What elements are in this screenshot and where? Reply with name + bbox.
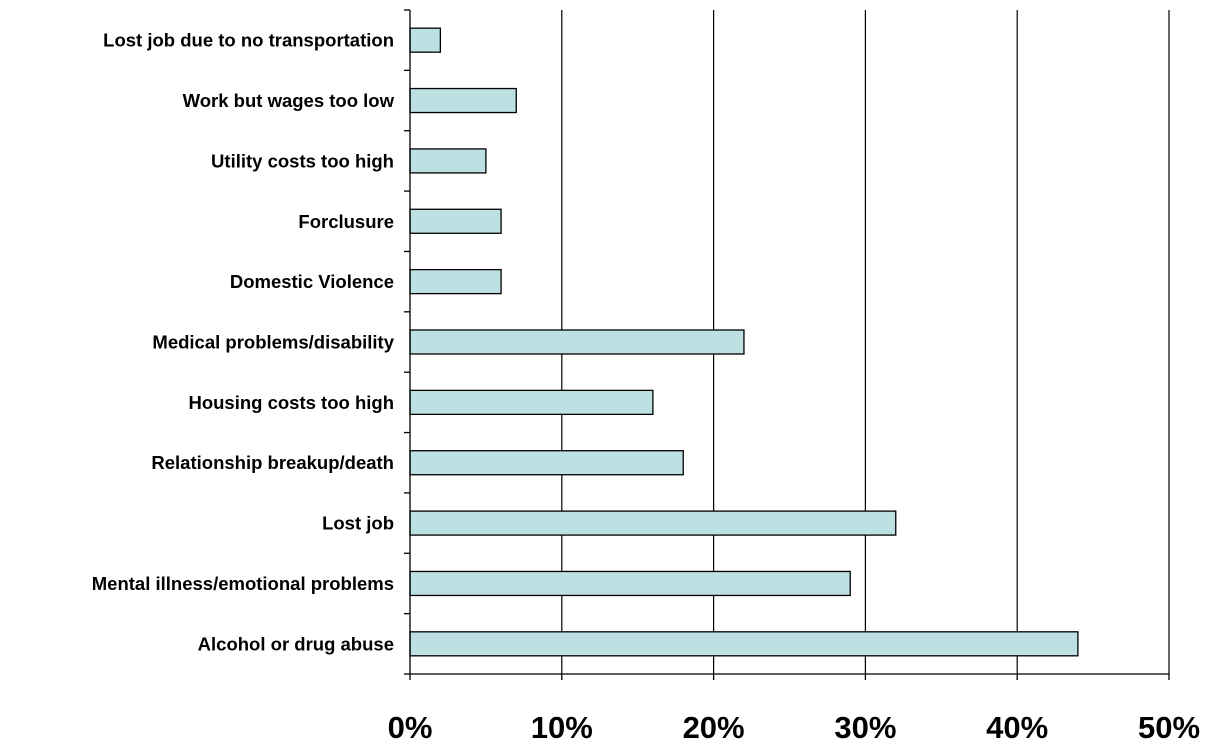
bar: [409, 570, 851, 597]
x-tick-label: 10%: [531, 710, 593, 745]
x-tick-label: 50%: [1138, 710, 1200, 745]
x-tick-label: 40%: [986, 710, 1048, 745]
x-tick-label: 20%: [683, 710, 745, 745]
category-label: Lost job due to no transportation: [103, 30, 394, 51]
category-label: Lost job: [322, 513, 394, 534]
bar: [409, 450, 684, 476]
bar: [409, 87, 517, 114]
category-label: Relationship breakup/death: [151, 452, 394, 473]
axes: [404, 9, 1170, 680]
category-label: Work but wages too low: [183, 90, 395, 111]
bar: [409, 268, 502, 295]
bar: [409, 389, 654, 416]
category-label: Alcohol or drug abuse: [198, 633, 394, 654]
x-tick-label: 30%: [834, 710, 896, 745]
bar: [409, 329, 745, 355]
bar: [409, 631, 1079, 657]
bars: [409, 27, 1079, 657]
bar: [409, 27, 442, 53]
x-tick-label: 0%: [388, 710, 433, 745]
category-label: Housing costs too high: [188, 392, 394, 413]
category-label: Forclusure: [298, 211, 394, 232]
x-tick-labels: 0% 10% 20% 30% 40% 50%: [388, 710, 1200, 745]
category-label: Medical problems/disability: [152, 332, 394, 353]
bar: [409, 510, 897, 536]
gridlines: [561, 10, 1170, 674]
category-label: Mental illness/emotional problems: [92, 573, 394, 594]
category-labels: Lost job due to no transportation Work bu…: [92, 30, 395, 655]
category-label: Domestic Violence: [230, 271, 394, 292]
category-label: Utility costs too high: [211, 150, 394, 171]
bar: [409, 148, 487, 174]
bar: [409, 208, 502, 234]
